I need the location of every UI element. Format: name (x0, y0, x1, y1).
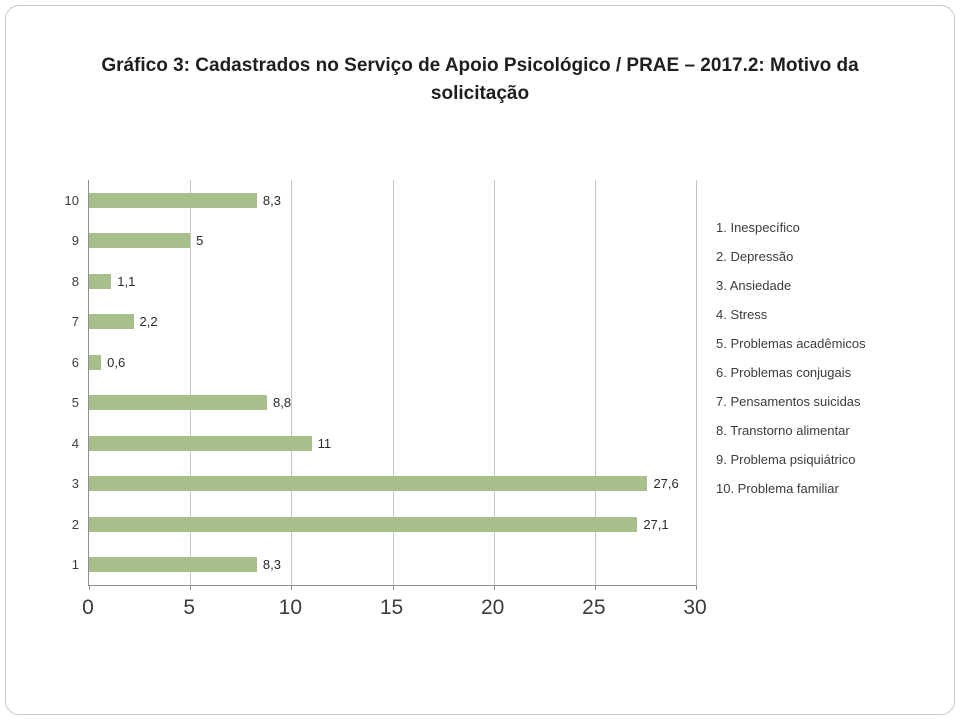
category-label: 8 (71, 273, 79, 289)
category-label: 1 (71, 557, 79, 573)
legend-item: 8. Transtorno alimentar (716, 423, 850, 438)
x-tick-label: 30 (683, 596, 707, 619)
bar-value-label: 2,2 (139, 314, 158, 330)
axis-tick (89, 585, 90, 590)
category-label: 2 (71, 516, 79, 532)
legend: 1. Inespecífico 2. Depressão 3. Ansiedade 4… (716, 220, 946, 510)
bar-value-label: 8,3 (262, 557, 281, 573)
gridline (392, 180, 394, 585)
bar (89, 354, 102, 370)
legend-item: 6. Problemas conjugais (716, 365, 852, 380)
category-label: 6 (71, 354, 79, 370)
x-axis-labels: 0 5 10 15 20 25 30 (82, 596, 707, 628)
gridline (291, 180, 293, 585)
legend-item: 9. Problema psiquiátrico (716, 452, 856, 467)
bar-value-label: 5 (196, 233, 204, 249)
bar (89, 314, 134, 330)
x-tick-label: 15 (379, 596, 404, 619)
category-label: 7 (71, 314, 79, 330)
x-tick-label: 20 (480, 596, 505, 619)
bar (89, 273, 112, 289)
legend-item: 4. Stress (716, 307, 768, 322)
bar (89, 476, 648, 492)
slide-border (5, 5, 955, 715)
bar (89, 192, 257, 208)
x-tick-label: 25 (582, 596, 606, 619)
bar-value-label: 11 (317, 435, 332, 451)
axis-tick (291, 585, 293, 590)
bar-value-label: 0,6 (107, 354, 126, 370)
bar (89, 233, 191, 249)
x-tick-label: 0 (82, 596, 94, 619)
category-label: 3 (71, 476, 79, 492)
bar-value-label: 8,8 (273, 395, 292, 411)
category-label: 4 (71, 435, 79, 451)
axis-tick (493, 585, 495, 590)
bar (89, 557, 257, 573)
legend-item: 10. Problema familiar (716, 481, 839, 496)
bar (89, 395, 268, 411)
x-tick-label: 5 (183, 596, 195, 619)
bar (89, 516, 638, 532)
axis-tick (696, 585, 697, 590)
x-tick-label: 10 (278, 596, 303, 619)
bar-value-label: 1,1 (117, 273, 136, 289)
plot-area: 8,3 1 27,1 2 27,6 3 11 4 8,8 5 0,6 6 2,2 7 1,1 8 5 9 8,3 10 (65, 180, 697, 590)
gridline (696, 180, 697, 585)
legend-item: 1. Inespecífico (716, 220, 800, 235)
bar-value-label: 27,1 (643, 516, 669, 532)
category-label: 10 (64, 192, 79, 208)
bar-value-label: 8,3 (262, 192, 281, 208)
chart-title: Gráfico 3: Cadastrados no Serviço de Apo… (101, 55, 859, 104)
gridline (594, 180, 596, 585)
legend-item: 3. Ansiedade (716, 278, 792, 293)
bar-value-label: 27,6 (653, 476, 679, 492)
axis-tick (392, 585, 394, 590)
axis-tick (594, 585, 596, 590)
legend-item: 7. Pensamentos suicidas (716, 394, 861, 409)
category-label: 9 (71, 233, 79, 249)
category-label: 5 (71, 395, 79, 411)
gridline (493, 180, 495, 585)
legend-item: 5. Problemas acadêmicos (716, 336, 866, 351)
bar (89, 435, 312, 451)
gridline (190, 180, 192, 585)
axis-tick (190, 585, 192, 590)
legend-item: 2. Depressão (716, 249, 794, 264)
